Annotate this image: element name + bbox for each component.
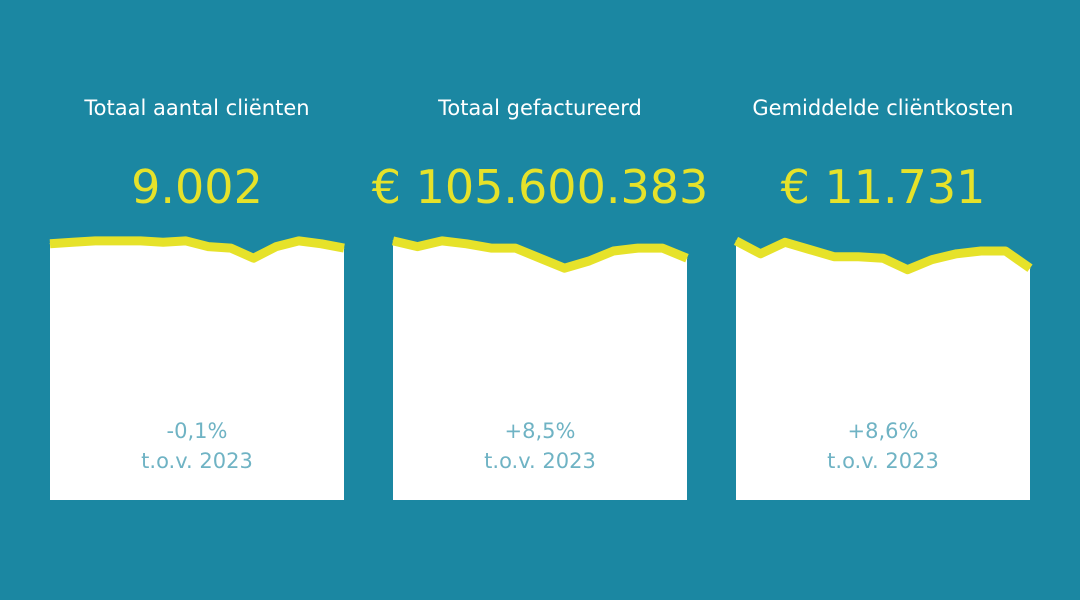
change-comparison: t.o.v. 2023: [141, 449, 253, 473]
sparkline-point: [735, 240, 737, 242]
panel-invoiced: Totaal gefactureerd € 105.600.383 +8,5% …: [372, 0, 708, 600]
sparkline-point: [931, 259, 933, 261]
sparkline-point: [588, 260, 590, 262]
sparkline-point: [637, 247, 639, 249]
panel-value: € 105.600.383: [371, 160, 709, 214]
change-percentage: +8,6%: [847, 419, 919, 443]
sparkline-point: [809, 249, 810, 250]
sparkline-point: [613, 250, 614, 252]
sparkline-point: [956, 253, 957, 255]
sparkline-point: [140, 240, 141, 242]
sparkline-point: [275, 246, 277, 248]
sparkline-point: [515, 247, 516, 249]
panel-value: 9.002: [131, 160, 263, 214]
sparkline-area: [736, 240, 1030, 500]
sparkline-point: [253, 257, 254, 259]
sparkline-point: [686, 257, 688, 259]
change-comparison: t.o.v. 2023: [827, 449, 939, 473]
change-percentage: -0,1%: [166, 419, 228, 443]
panel-title: Gemiddelde cliëntkosten: [752, 96, 1014, 120]
sparkline-point: [298, 240, 300, 242]
change-block: +8,6% t.o.v. 2023: [736, 416, 1030, 476]
sparkline-area: [393, 240, 687, 500]
sparkline-point: [162, 241, 164, 243]
sparkline-point: [564, 267, 565, 269]
sparkline-point: [760, 253, 761, 255]
sparkline-point: [117, 240, 119, 242]
panel-clients: Totaal aantal cliënten 9.002 -0,1% t.o.v…: [49, 0, 345, 600]
sparkline-point: [907, 269, 908, 271]
sparkline-point: [980, 250, 982, 252]
sparkline-point: [441, 240, 443, 242]
sparkline-point: [490, 247, 492, 249]
sparkline-point: [343, 247, 345, 249]
sparkline-point: [185, 240, 187, 242]
sparkline-point: [72, 241, 74, 243]
sparkline-chart: [49, 236, 345, 500]
sparkline-line: [49, 236, 345, 263]
sparkline-point: [1029, 267, 1031, 269]
sparkline-point: [320, 243, 322, 245]
sparkline-point: [833, 256, 835, 258]
change-percentage: +8,5%: [504, 419, 576, 443]
sparkline-point: [882, 257, 884, 259]
sparkline-point: [784, 241, 786, 243]
sparkline-point: [94, 240, 96, 242]
sparkline-point: [662, 247, 663, 249]
panel-title: Totaal gefactureerd: [438, 96, 642, 120]
panel-title: Totaal aantal cliënten: [84, 96, 310, 120]
sparkline-area: [50, 240, 344, 500]
sparkline-point: [207, 246, 209, 248]
sparkline-point: [417, 246, 418, 248]
change-block: +8,5% t.o.v. 2023: [393, 416, 687, 476]
sparkline-point: [466, 243, 467, 245]
sparkline-point: [1005, 250, 1006, 252]
sparkline-chart: [733, 236, 1033, 500]
panel-value: € 11.731: [780, 160, 986, 214]
panel-avg-cost: Gemiddelde cliëntkosten € 11.731 +8,6% t…: [733, 0, 1033, 600]
sparkline-chart: [391, 236, 689, 500]
sparkline-point: [49, 243, 51, 245]
sparkline-point: [858, 256, 859, 258]
sparkline-point: [539, 257, 541, 259]
change-comparison: t.o.v. 2023: [484, 449, 596, 473]
sparkline-point: [392, 240, 394, 242]
change-block: -0,1% t.o.v. 2023: [50, 416, 344, 476]
sparkline-point: [230, 247, 232, 249]
